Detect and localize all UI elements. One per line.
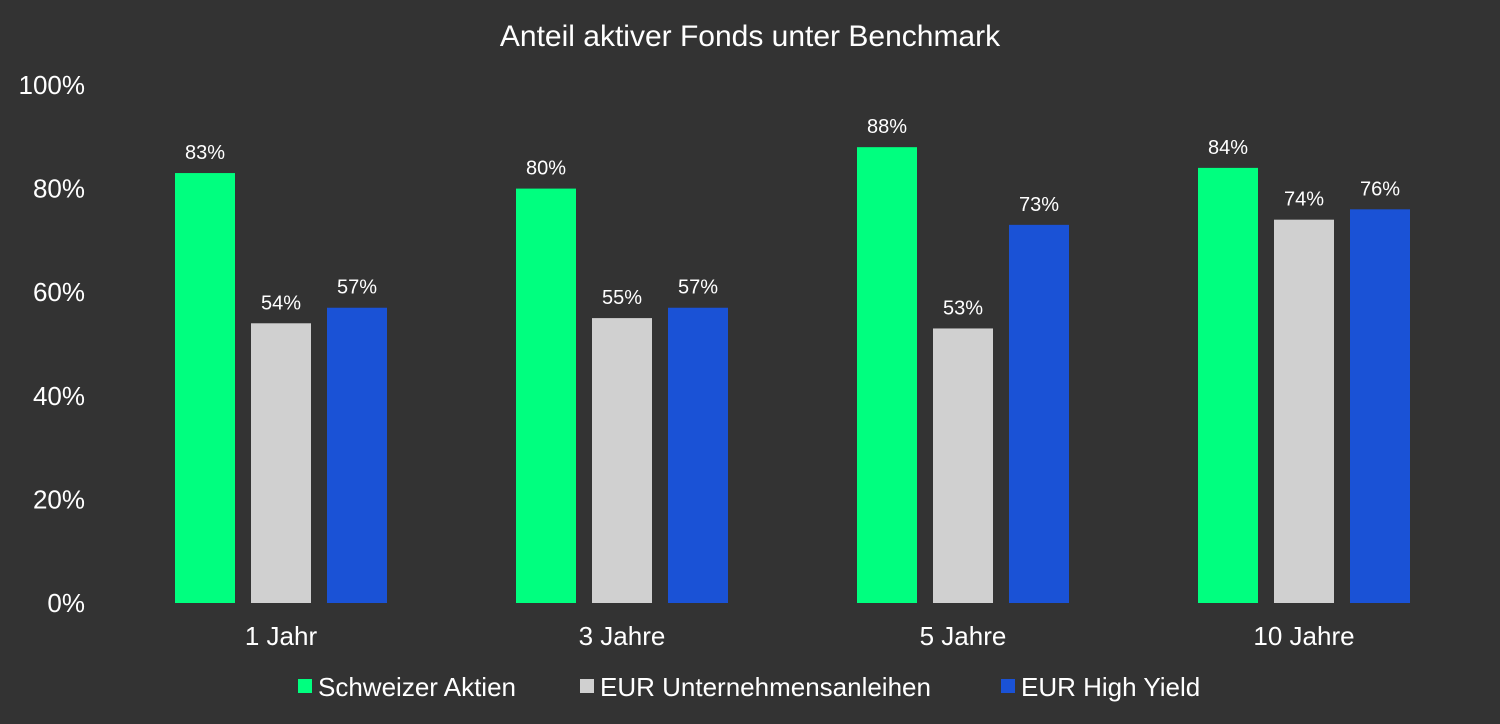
- bar: [1198, 167, 1258, 603]
- data-label: 55%: [602, 287, 642, 309]
- data-label: 88%: [867, 116, 907, 138]
- legend-label: EUR Unternehmensanleihen: [600, 672, 931, 702]
- data-label: 54%: [261, 292, 301, 314]
- bar: [668, 307, 728, 603]
- y-tick-label: 80%: [33, 174, 85, 204]
- legend-label: EUR High Yield: [1021, 672, 1200, 702]
- legend-swatch: [580, 679, 594, 693]
- bar-group: 84% 74% 76%: [1198, 137, 1410, 603]
- data-label: 57%: [678, 277, 718, 299]
- bar: [1274, 219, 1334, 603]
- x-tick-label: 1 Jahr: [245, 621, 318, 651]
- y-tick-label: 20%: [33, 484, 85, 514]
- bar: [857, 147, 917, 603]
- plot-area: 83% 54% 57% 80% 55% 57% 88% 53% 73% 84% 74% 76%: [175, 116, 1410, 604]
- bar: [1350, 209, 1410, 603]
- bar: [175, 173, 235, 603]
- y-axis: 0% 20% 40% 60% 80% 100%: [19, 70, 86, 618]
- data-label: 76%: [1360, 178, 1400, 200]
- bar-group: 83% 54% 57%: [175, 142, 387, 603]
- data-label: 83%: [185, 142, 225, 164]
- y-tick-label: 60%: [33, 277, 85, 307]
- y-tick-label: 0%: [47, 588, 85, 618]
- data-label: 74%: [1284, 189, 1324, 211]
- x-tick-label: 3 Jahre: [579, 621, 666, 651]
- bar: [1009, 224, 1069, 604]
- bar: [592, 318, 652, 603]
- chart-title: Anteil aktiver Fonds unter Benchmark: [500, 20, 1001, 53]
- x-tick-label: 10 Jahre: [1253, 621, 1354, 651]
- y-tick-label: 40%: [33, 381, 85, 411]
- y-tick-label: 100%: [19, 70, 86, 100]
- bar: [251, 323, 311, 603]
- data-label: 73%: [1019, 194, 1059, 216]
- bar: [327, 307, 387, 603]
- bar: [516, 188, 576, 603]
- legend-item: EUR Unternehmensanleihen: [580, 672, 931, 702]
- data-label: 53%: [943, 297, 983, 319]
- bar: [933, 328, 993, 603]
- legend-item: EUR High Yield: [1001, 672, 1200, 702]
- x-tick-label: 5 Jahre: [920, 621, 1007, 651]
- data-label: 57%: [337, 277, 377, 299]
- legend: Schweizer Aktien EUR Unternehmensanleihen…: [298, 672, 1200, 702]
- bar-group: 88% 53% 73%: [857, 116, 1069, 604]
- data-label: 80%: [526, 158, 566, 180]
- legend-swatch: [298, 679, 312, 693]
- x-axis: 1 Jahr 3 Jahre 5 Jahre 10 Jahre: [245, 621, 1355, 651]
- data-label: 84%: [1208, 137, 1248, 159]
- bar-group: 80% 55% 57%: [516, 158, 728, 603]
- legend-swatch: [1001, 679, 1015, 693]
- legend-item: Schweizer Aktien: [298, 672, 516, 702]
- legend-label: Schweizer Aktien: [318, 672, 516, 702]
